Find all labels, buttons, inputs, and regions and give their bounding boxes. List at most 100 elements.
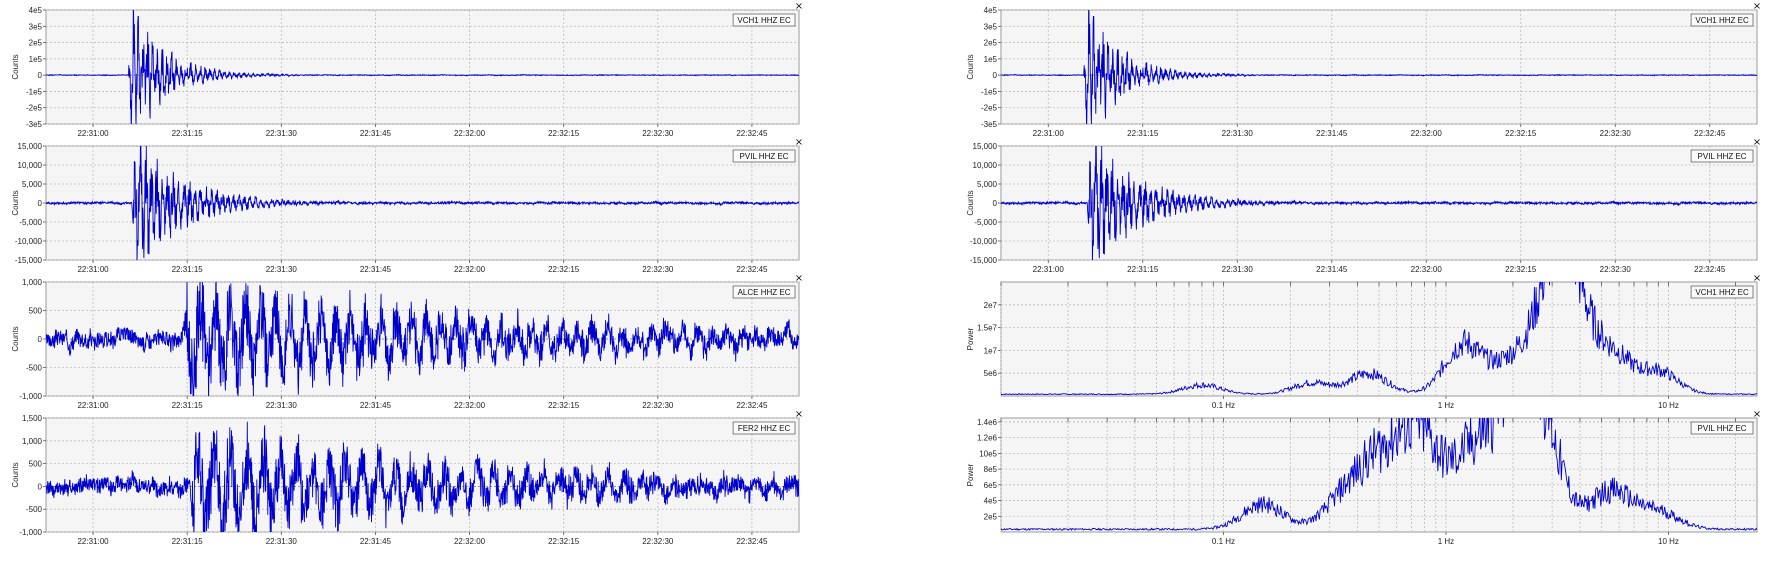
plot-area: 4e5 3e5 2e5 1e5 0 -1e5 -2e5 -3e5 22:31:00 22:31:1… — [11, 6, 800, 138]
y-tick-label: -2e5 — [981, 104, 998, 113]
x-tick-label: 22:31:30 — [266, 401, 298, 410]
x-tick-label: 22:31:00 — [77, 537, 109, 546]
close-icon[interactable]: × — [794, 137, 804, 148]
station-label: ALCE HHZ EC — [738, 288, 791, 297]
station-label-box — [1690, 13, 1754, 27]
seismogram-panel-left-2: 15,000 10,000 5,000 0 -5,000 -10,000 -15,000 22… — [8, 137, 805, 278]
plot-area: 15,000 10,000 5,000 0 -5,000 -10,000 -15,000 22… — [966, 142, 1758, 274]
close-icon[interactable]: × — [1752, 137, 1762, 148]
x-tick-label: 22:32:45 — [1694, 129, 1726, 138]
seismogram-panel-right-3: 2e7 1.5e7 1e7 5e6 0.1 Hz 1 Hz 10 Hz Power VCH1 H… — [963, 273, 1763, 414]
y-tick-label: -500 — [26, 505, 43, 514]
close-icon[interactable]: × — [794, 1, 804, 12]
x-tick-label: 22:32:45 — [736, 265, 768, 274]
plot-background[interactable] — [45, 417, 800, 533]
station-label: VCH1 HHZ EC — [737, 16, 791, 25]
x-tick-label: 22:31:15 — [1127, 129, 1159, 138]
x-tick-label: 22:31:00 — [77, 401, 109, 410]
x-tick-label: 1 Hz — [1438, 401, 1454, 410]
y-tick-label: -5,000 — [974, 218, 997, 227]
x-tick-label: 22:32:30 — [642, 401, 674, 410]
seismogram-panel-right-2: 15,000 10,000 5,000 0 -5,000 -10,000 -15,000 22… — [963, 137, 1763, 278]
seismogram-panel-left-3: 1,000 500 0 -500 -1,000 22:31:00 22:31:15 22:31… — [8, 273, 805, 414]
station-label-box — [732, 13, 796, 27]
x-tick-label: 22:31:30 — [266, 129, 298, 138]
y-tick-label: 0 — [38, 335, 43, 344]
y-tick-label: -1,000 — [19, 392, 42, 401]
y-axis-label: Counts — [11, 326, 20, 351]
x-tick-label: 22:31:45 — [360, 129, 392, 138]
y-axis-label: Power — [966, 327, 975, 350]
y-tick-label: -3e5 — [26, 120, 43, 129]
x-tick-label: 22:32:00 — [1411, 129, 1443, 138]
y-tick-label: 1e5 — [984, 55, 998, 64]
y-axis-label: Counts — [11, 190, 20, 215]
x-tick-label: 22:31:45 — [360, 265, 392, 274]
y-tick-label: 1,500 — [22, 414, 43, 423]
x-tick-label: 22:32:15 — [1505, 129, 1537, 138]
x-tick-label: 22:31:45 — [360, 401, 392, 410]
x-tick-label: 22:32:15 — [548, 401, 580, 410]
y-tick-label: -1e5 — [26, 87, 43, 96]
plot-background[interactable] — [45, 9, 800, 125]
waveform-trace — [1001, 146, 1757, 260]
plot-background[interactable] — [1000, 9, 1758, 125]
spectrum-trace — [1001, 282, 1757, 396]
y-tick-label: 5,000 — [22, 180, 43, 189]
x-tick-label: 22:32:30 — [642, 537, 674, 546]
x-tick-label: 22:31:15 — [172, 265, 204, 274]
y-tick-label: 3e5 — [984, 22, 998, 31]
station-label-box — [1690, 285, 1754, 299]
x-tick-label: 22:32:15 — [1505, 265, 1537, 274]
station-label-box — [732, 285, 796, 299]
seismogram-panel-right-4: 1.4e6 1.2e6 10e5 8e5 6e5 4e5 2e5 0.1 Hz 1 Hz 10 H… — [963, 409, 1763, 550]
y-tick-label: 15,000 — [973, 142, 998, 151]
x-tick-label: 22:32:15 — [548, 265, 580, 274]
plot-area: 1,500 1,000 500 0 -500 -1,000 22:31:00 22:31:15… — [11, 414, 800, 546]
y-tick-label: 500 — [29, 307, 43, 316]
x-tick-label: 22:31:00 — [77, 129, 109, 138]
x-tick-label: 22:31:45 — [360, 537, 392, 546]
close-icon[interactable]: × — [1752, 1, 1762, 12]
station-label: VCH1 HHZ EC — [1695, 288, 1749, 297]
y-axis-label: Counts — [966, 54, 975, 79]
close-icon[interactable]: × — [794, 409, 804, 420]
x-tick-label: 22:32:00 — [454, 537, 486, 546]
y-tick-label: -10,000 — [15, 237, 43, 246]
y-tick-label: 500 — [29, 460, 43, 469]
y-axis-label: Counts — [11, 462, 20, 487]
y-tick-label: 3e5 — [29, 22, 43, 31]
x-tick-label: 22:31:00 — [1033, 129, 1065, 138]
x-tick-label: 10 Hz — [1658, 401, 1679, 410]
y-tick-label: 0 — [993, 199, 998, 208]
x-tick-label: 22:31:15 — [1127, 265, 1159, 274]
station-label: PVIL HHZ EC — [740, 152, 789, 161]
x-tick-label: 22:32:30 — [1600, 129, 1632, 138]
x-tick-label: 22:31:00 — [1033, 265, 1065, 274]
x-tick-label: 22:31:30 — [1222, 129, 1254, 138]
y-tick-label: 0 — [38, 482, 43, 491]
close-icon[interactable]: × — [1752, 273, 1762, 284]
y-tick-label: 1,000 — [22, 278, 43, 287]
x-tick-label: 22:32:30 — [1600, 265, 1632, 274]
close-icon[interactable]: × — [794, 273, 804, 284]
y-axis-label: Counts — [966, 190, 975, 215]
x-tick-label: 22:32:45 — [1694, 265, 1726, 274]
y-tick-label: 2e5 — [984, 512, 998, 521]
y-tick-label: 6e5 — [984, 481, 998, 490]
y-tick-label: 4e5 — [984, 6, 998, 15]
seismogram-panel-right-1: 4e5 3e5 2e5 1e5 0 -1e5 -2e5 -3e5 22:31:00 22:31:1… — [963, 1, 1763, 142]
plot-area: 1.4e6 1.2e6 10e5 8e5 6e5 4e5 2e5 0.1 Hz 1 Hz 10 H… — [966, 417, 1758, 546]
y-tick-label: 4e5 — [29, 6, 43, 15]
x-tick-label: 10 Hz — [1658, 537, 1679, 546]
y-tick-label: 8e5 — [984, 465, 998, 474]
x-tick-label: 22:31:15 — [172, 537, 204, 546]
station-label-box — [1690, 421, 1754, 435]
plot-area: 2e7 1.5e7 1e7 5e6 0.1 Hz 1 Hz 10 Hz Power VCH1 H… — [966, 281, 1758, 410]
waveform-trace — [46, 10, 799, 124]
y-tick-label: 10e5 — [979, 449, 997, 458]
waveform-trace — [46, 146, 799, 260]
close-icon[interactable]: × — [1752, 409, 1762, 420]
station-label: PVIL HHZ EC — [1698, 424, 1747, 433]
x-tick-label: 22:32:00 — [1411, 265, 1443, 274]
